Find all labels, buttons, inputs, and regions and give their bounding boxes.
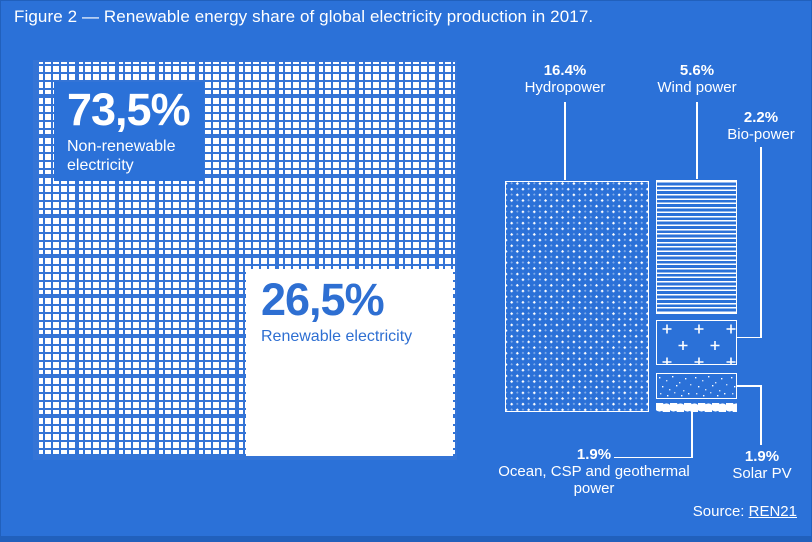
bio-power-box	[656, 320, 737, 365]
wind-label: Wind power	[657, 79, 737, 96]
solar-pv-box	[656, 373, 737, 399]
hydropower-callout: 16.4% Hydropower	[505, 62, 625, 96]
hydropower-value: 16.4%	[543, 62, 587, 79]
ocean-connector-vertical	[691, 412, 693, 458]
wind-value: 5.6%	[679, 62, 715, 79]
ocean-callout: 1.9% Ocean, CSP and geothermal power	[494, 446, 694, 497]
ocean-wave-pattern	[656, 403, 737, 412]
waffle-chart: 73,5% Non-renewable electricity 26,5% Re…	[33, 60, 457, 460]
solar-connector-vertical	[760, 385, 762, 445]
non-renewable-label-box: 73,5% Non-renewable electricity	[54, 82, 204, 181]
ocean-connector-horizontal	[614, 456, 692, 458]
hydropower-connector	[564, 102, 566, 180]
figure-title: Figure 2 — Renewable energy share of glo…	[14, 7, 594, 26]
bio-label: Bio-power	[727, 126, 795, 143]
solar-connector-horizontal	[737, 385, 762, 387]
solar-label: Solar PV	[732, 465, 792, 482]
source-prefix: Source:	[692, 503, 749, 520]
ocean-label: Ocean, CSP and geothermal power	[498, 463, 690, 497]
bio-callout: 2.2% Bio-power	[701, 109, 812, 143]
ocean-csp-geothermal-box	[656, 403, 737, 412]
non-renewable-value: 73,5%	[67, 84, 191, 135]
wind-power-box	[656, 180, 737, 314]
hydropower-box	[505, 181, 649, 412]
source-link[interactable]: REN21	[748, 503, 797, 520]
bio-value: 2.2%	[743, 109, 779, 126]
renewable-box: 26,5% Renewable electricity	[246, 269, 453, 456]
non-renewable-label: Non-renewable electricity	[67, 137, 176, 175]
wind-callout: 5.6% Wind power	[637, 62, 757, 96]
hydropower-diagonal-dots-pattern	[506, 182, 648, 411]
hydropower-label: Hydropower	[524, 79, 606, 96]
bio-power-plus-pattern	[657, 321, 736, 364]
bio-connector-horizontal	[737, 336, 761, 338]
solar-pv-speckle-pattern	[657, 374, 736, 398]
source-caption: Source: REN21	[693, 503, 797, 520]
wind-connector	[696, 102, 698, 179]
solar-callout: 1.9% Solar PV	[702, 448, 812, 482]
ocean-value: 1.9%	[576, 446, 612, 463]
renewable-label: Renewable electricity	[261, 327, 413, 345]
renewable-value: 26,5%	[261, 274, 385, 325]
solar-value: 1.9%	[744, 448, 780, 465]
bio-connector-vertical	[760, 147, 762, 338]
